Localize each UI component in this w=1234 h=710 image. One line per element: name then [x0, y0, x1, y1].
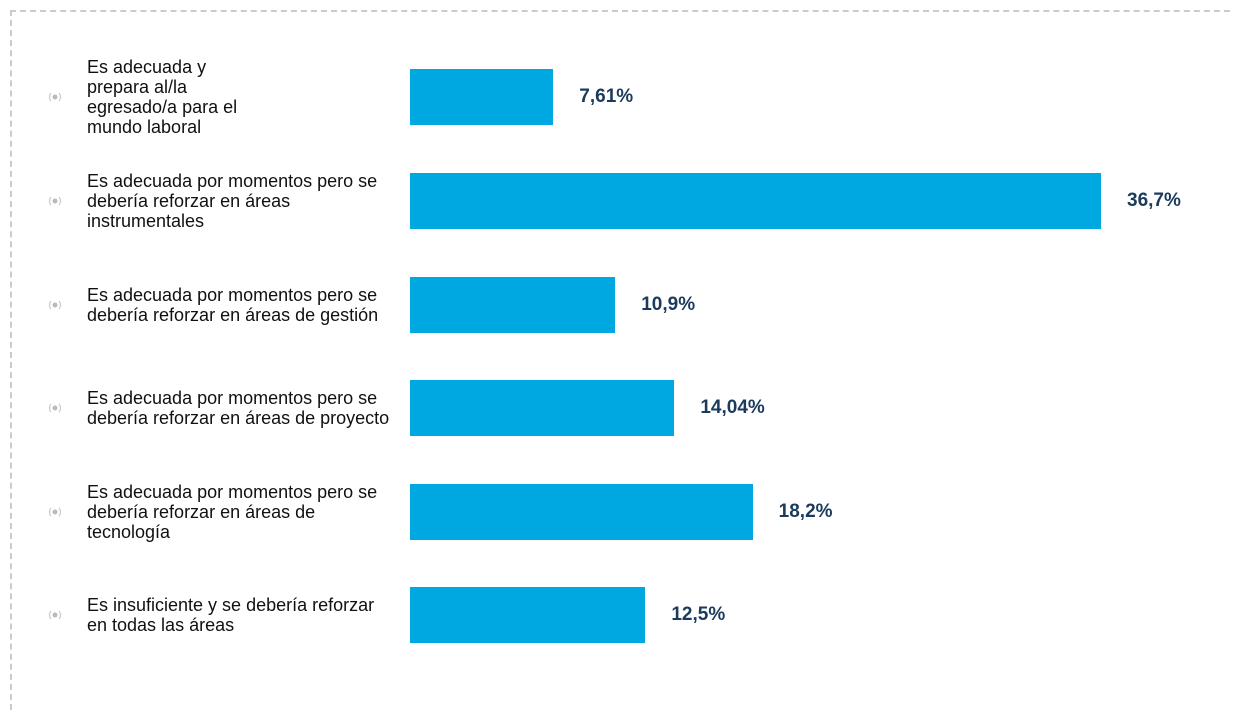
radio-icon [48, 505, 62, 519]
category-label: Es insuficiente y se debería reforzar en… [87, 595, 375, 635]
radio-icon [48, 608, 62, 622]
bar-row: Es adecuada por momentos pero se debería… [0, 149, 1234, 253]
radio-svg [48, 610, 62, 620]
bar [410, 69, 554, 125]
bar-row: Es adecuada por momentos pero se debería… [0, 460, 1234, 564]
bar-row: Es adecuada por momentos pero se debería… [0, 253, 1234, 357]
category-label: Es adecuada por momentos pero se debería… [87, 388, 390, 428]
value-label: 12,5% [671, 604, 726, 625]
radio-svg [48, 196, 62, 206]
value-label: 7,61% [579, 86, 634, 107]
radio-icon [48, 298, 62, 312]
category-label: Es adecuada por momentos pero se debería… [87, 171, 378, 231]
bar [410, 587, 646, 643]
radio-svg [48, 403, 62, 413]
bar [410, 484, 753, 540]
radio-icon [48, 90, 62, 104]
bar [410, 380, 675, 436]
radio-svg [48, 507, 62, 517]
value-label: 36,7% [1127, 190, 1181, 211]
bar-row: Es insuficiente y se debería reforzar en… [0, 563, 1234, 667]
category-label: Es adecuada y prepara al/la egresado/a p… [87, 57, 238, 137]
bar [410, 173, 1101, 229]
radio-icon [48, 194, 62, 208]
category-label: Es adecuada por momentos pero se debería… [87, 285, 379, 325]
radio-icon [48, 401, 62, 415]
radio-svg [48, 92, 62, 102]
value-label: 18,2% [778, 501, 833, 522]
frame [10, 10, 1234, 710]
bar-row: Es adecuada por momentos pero se debería… [0, 356, 1234, 460]
value-label: 14,04% [700, 397, 765, 418]
category-label: Es adecuada por momentos pero se debería… [87, 482, 378, 542]
bar-row: Es adecuada y prepara al/la egresado/a p… [0, 45, 1234, 149]
bar [410, 277, 616, 333]
radio-svg [48, 300, 62, 310]
value-label: 10,9% [641, 294, 696, 315]
